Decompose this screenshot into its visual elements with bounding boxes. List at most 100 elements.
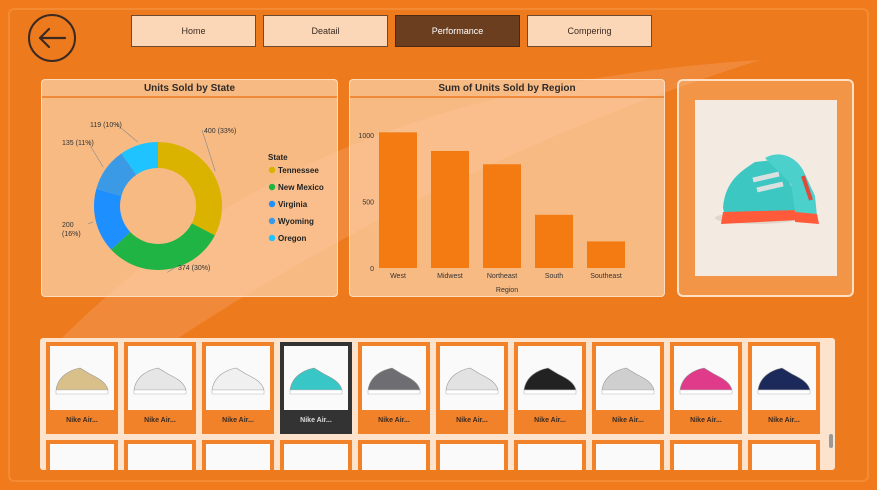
- gallery-tile[interactable]: Nike Air...: [592, 342, 664, 434]
- nav-detail-button[interactable]: Deatail: [263, 15, 388, 47]
- sneaker-icon: [679, 367, 733, 395]
- donut-chart-title: Units Sold by State: [42, 80, 337, 98]
- gallery-tile[interactable]: Nike Air...: [202, 342, 274, 434]
- donut-data-label: 374 (30%): [178, 265, 210, 272]
- product-gallery[interactable]: Nike Air... Nike Air... Nike Air... Nike…: [40, 338, 835, 470]
- nav-comparing-button[interactable]: Compering: [527, 15, 652, 47]
- legend-item[interactable]: Oregon: [278, 234, 307, 243]
- gallery-tile[interactable]: [46, 440, 118, 470]
- gallery-tile[interactable]: Nike Air...: [280, 342, 352, 434]
- sneaker-icon: [133, 367, 187, 395]
- legend-item[interactable]: Virginia: [278, 200, 308, 209]
- bar-southeast[interactable]: [587, 241, 625, 268]
- bar-chart[interactable]: 0 500 1000 West Midwest Northeast South Southea…: [350, 100, 666, 296]
- product-thumbnail: [50, 444, 114, 470]
- gallery-tile[interactable]: Nike Air...: [124, 342, 196, 434]
- donut-slice-wyoming[interactable]: [96, 153, 137, 196]
- units-by-region-panel: Sum of Units Sold by Region 0 500 1000 West…: [349, 79, 665, 297]
- product-thumbnail: [284, 346, 348, 410]
- product-thumbnail: [284, 444, 348, 470]
- sneaker-icon: [757, 367, 811, 395]
- product-name: Nike Air...: [456, 417, 488, 424]
- selected-product-panel: [677, 79, 854, 297]
- product-thumbnail: [596, 346, 660, 410]
- product-thumbnail: [362, 346, 426, 410]
- sneaker-icon: [55, 367, 109, 395]
- legend-item[interactable]: Wyoming: [278, 217, 314, 226]
- product-thumbnail: [362, 444, 426, 470]
- gallery-tile[interactable]: Nike Air...: [436, 342, 508, 434]
- x-tick-label: Midwest: [437, 273, 463, 280]
- product-thumbnail: [128, 444, 192, 470]
- nav-home-button[interactable]: Home: [131, 15, 256, 47]
- bar-northeast[interactable]: [483, 164, 521, 268]
- gallery-tile[interactable]: [514, 440, 586, 470]
- donut-slice-virginia[interactable]: [94, 188, 131, 250]
- product-name: Nike Air...: [300, 417, 332, 424]
- x-tick-label: Northeast: [487, 273, 517, 280]
- product-name: Nike Air...: [690, 417, 722, 424]
- donut-slice-oregon[interactable]: [121, 142, 158, 175]
- nav-performance-button[interactable]: Performance: [395, 15, 520, 47]
- legend-swatch: [268, 234, 276, 242]
- gallery-tile[interactable]: [358, 440, 430, 470]
- x-tick-label: Southeast: [590, 273, 622, 280]
- product-thumbnail: [518, 444, 582, 470]
- gallery-tile[interactable]: Nike Air...: [670, 342, 742, 434]
- product-name: Nike Air...: [768, 417, 800, 424]
- product-name: Nike Air...: [612, 417, 644, 424]
- product-thumbnail: [206, 346, 270, 410]
- y-tick-label: 500: [362, 200, 374, 207]
- legend-swatch: [268, 166, 276, 174]
- x-axis-label: Region: [496, 287, 518, 294]
- donut-leader-line: [87, 221, 94, 225]
- donut-data-label: 200: [62, 222, 74, 229]
- donut-slice-tennessee[interactable]: [158, 142, 222, 236]
- product-name: Nike Air...: [534, 417, 566, 424]
- sneaker-icon: [289, 367, 343, 395]
- sneaker-icon: [367, 367, 421, 395]
- donut-leader-line: [87, 141, 104, 168]
- arrow-left-icon: [38, 27, 67, 49]
- donut-data-label: 400 (33%): [204, 128, 236, 135]
- y-tick-label: 0: [370, 266, 374, 273]
- bar-south[interactable]: [535, 214, 573, 268]
- gallery-tile[interactable]: [280, 440, 352, 470]
- sneaker-icon: [601, 367, 655, 395]
- bar-chart-title: Sum of Units Sold by Region: [350, 80, 664, 98]
- legend-item[interactable]: Tennessee: [278, 166, 319, 175]
- bar-west[interactable]: [379, 132, 417, 268]
- x-tick-label: West: [390, 273, 406, 280]
- gallery-tile[interactable]: [748, 440, 820, 470]
- donut-slice-new-mexico[interactable]: [111, 223, 215, 270]
- gallery-tile[interactable]: Nike Air...: [46, 342, 118, 434]
- product-name: Nike Air...: [66, 417, 98, 424]
- gallery-tile[interactable]: [592, 440, 664, 470]
- y-tick-label: 1000: [358, 133, 374, 140]
- sneaker-icon: [523, 367, 577, 395]
- back-button[interactable]: [28, 14, 76, 62]
- donut-data-label: 119 (10%): [90, 122, 122, 129]
- product-name: Nike Air...: [144, 417, 176, 424]
- gallery-scrollbar[interactable]: [829, 434, 833, 448]
- product-thumbnail: [674, 346, 738, 410]
- product-name: Nike Air...: [222, 417, 254, 424]
- gallery-tile[interactable]: Nike Air...: [358, 342, 430, 434]
- gallery-tile[interactable]: Nike Air...: [748, 342, 820, 434]
- units-by-state-panel: Units Sold by State 400 (33%) 374 (30%) 20…: [41, 79, 338, 297]
- legend-title: State: [268, 153, 288, 162]
- donut-data-label: 135 (11%): [62, 140, 94, 147]
- gallery-tile[interactable]: [670, 440, 742, 470]
- donut-chart[interactable]: 400 (33%) 374 (30%) 200 (16%) 135 (11%) 119 (…: [42, 100, 339, 296]
- product-thumbnail: [518, 346, 582, 410]
- selected-shoe-image: [695, 100, 837, 276]
- gallery-tile[interactable]: Nike Air...: [514, 342, 586, 434]
- gallery-tile[interactable]: [202, 440, 274, 470]
- product-thumbnail: [596, 444, 660, 470]
- gallery-tile[interactable]: [124, 440, 196, 470]
- top-nav: Home Deatail Performance Compering: [131, 15, 652, 47]
- bar-midwest[interactable]: [431, 150, 469, 268]
- gallery-tile[interactable]: [436, 440, 508, 470]
- legend-item[interactable]: New Mexico: [278, 183, 324, 192]
- product-name: Nike Air...: [378, 417, 410, 424]
